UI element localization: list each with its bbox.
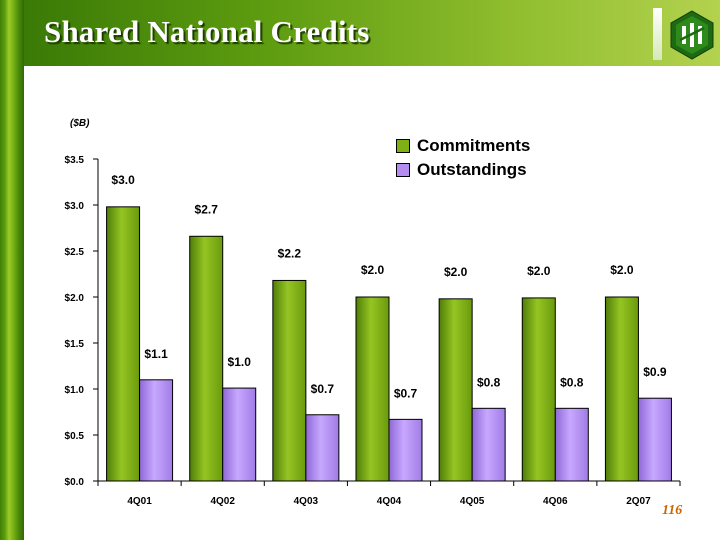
data-label-outstandings: $1.0	[228, 355, 252, 369]
y-tick-label: $0.5	[65, 431, 85, 442]
bar-commitments	[355, 296, 390, 482]
bar-commitments	[438, 298, 473, 482]
bar-commitments	[106, 206, 141, 482]
bar-outstandings	[305, 414, 340, 482]
bar-commitments	[604, 296, 639, 482]
data-label-outstandings: $0.9	[643, 365, 667, 379]
bar-outstandings	[139, 379, 174, 482]
data-label-outstandings: $0.7	[394, 386, 418, 400]
data-label-outstandings: $0.8	[560, 375, 584, 389]
data-label-commitments: $2.0	[444, 265, 468, 279]
y-tick-label: $3.5	[65, 155, 85, 166]
decorative-stripes	[0, 0, 24, 540]
legend-label-commitments: Commitments	[417, 136, 531, 155]
data-label-commitments: $2.0	[527, 264, 551, 278]
bar-outstandings	[222, 387, 257, 482]
bar-commitments	[521, 297, 556, 482]
bank-logo-icon	[670, 10, 714, 60]
y-tick-label: $2.0	[65, 293, 85, 304]
x-tick-label: 2Q07	[626, 496, 651, 507]
x-tick-label: 4Q05	[460, 496, 485, 507]
bar-outstandings	[471, 407, 506, 482]
data-label-outstandings: $0.7	[311, 382, 335, 396]
header-accent-bar	[653, 8, 662, 60]
legend-swatch-commitments	[396, 139, 410, 153]
data-label-commitments: $2.2	[278, 246, 302, 260]
data-label-commitments: $2.7	[195, 202, 219, 216]
page-title: Shared National Credits	[44, 14, 370, 49]
x-tick-label: 4Q06	[543, 496, 568, 507]
y-tick-label: $3.0	[65, 201, 85, 212]
bar-outstandings	[554, 407, 589, 482]
data-label-outstandings: $0.8	[477, 375, 501, 389]
y-tick-label: $1.5	[65, 339, 85, 350]
x-tick-label: 4Q03	[294, 496, 319, 507]
x-tick-label: 4Q04	[377, 496, 402, 507]
page-number: 116	[662, 503, 683, 518]
data-label-commitments: $2.0	[610, 263, 634, 277]
data-label-outstandings: $1.1	[144, 347, 168, 361]
bar-commitments	[189, 235, 224, 482]
legend-item-outstandings: Outstandings	[396, 158, 530, 182]
y-tick-label: $1.0	[65, 385, 85, 396]
y-tick-label: $2.5	[65, 247, 85, 258]
x-tick-label: 4Q02	[210, 496, 235, 507]
legend-item-commitments: Commitments	[396, 134, 530, 158]
legend-swatch-outstandings	[396, 163, 410, 177]
data-label-commitments: $3.0	[111, 173, 135, 187]
bar-outstandings	[388, 418, 423, 482]
x-tick-label: 4Q01	[127, 496, 152, 507]
bar-commitments	[272, 279, 307, 482]
chart-legend: Commitments Outstandings	[396, 134, 530, 182]
bar-outstandings	[637, 397, 672, 482]
unit-label: ($B)	[70, 118, 90, 129]
data-label-commitments: $2.0	[361, 263, 385, 277]
title-bar	[24, 0, 720, 66]
legend-label-outstandings: Outstandings	[417, 160, 527, 179]
y-tick-label: $0.0	[65, 477, 85, 488]
